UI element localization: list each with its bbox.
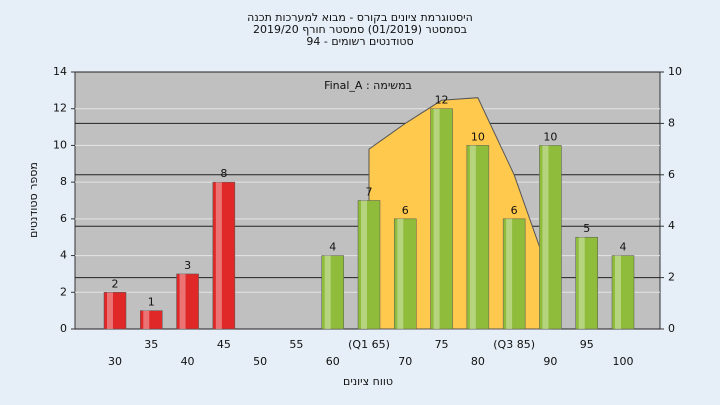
bar xyxy=(394,218,417,330)
x-tick-label: (Q3 85) xyxy=(493,338,535,351)
bar xyxy=(212,181,236,330)
chart-subtitle: סטודנטים רשומים - 94 xyxy=(306,35,413,48)
bar xyxy=(466,145,490,330)
data-label: 6 xyxy=(511,204,518,217)
bar xyxy=(611,255,635,330)
y2-tick-label: 8 xyxy=(668,116,675,129)
data-label: 8 xyxy=(220,167,227,180)
x-tick-label: 80 xyxy=(471,355,485,368)
y2-tick-label: 10 xyxy=(668,65,682,78)
y-tick-label: 14 xyxy=(53,65,67,78)
x-tick-label: (Q1 65) xyxy=(348,338,390,351)
x-tick-label: 95 xyxy=(580,338,594,351)
chart-subtitle: בסמסטר (01/2019) סמסטר חורף 2019/20 xyxy=(253,23,467,36)
x-tick-label: 70 xyxy=(398,355,412,368)
x-tick-label: 30 xyxy=(108,355,122,368)
data-label: 2 xyxy=(112,277,119,290)
bar xyxy=(539,145,562,330)
annotation: במשימה : Final_A xyxy=(324,79,412,92)
y-tick-label: 4 xyxy=(60,249,67,262)
data-label: 6 xyxy=(402,204,409,217)
y-tick-label: 0 xyxy=(60,322,67,335)
data-label: 4 xyxy=(329,241,336,254)
y2-tick-label: 6 xyxy=(668,168,675,181)
x-axis-label: טווח ציונים xyxy=(343,375,393,388)
data-label: 7 xyxy=(366,186,373,199)
bar xyxy=(103,292,127,330)
data-label: 5 xyxy=(583,222,590,235)
y2-tick-label: 0 xyxy=(668,322,675,335)
chart-title: היסטוגרמת ציונים בקורס - מבוא למערכות תכ… xyxy=(247,11,473,24)
bar xyxy=(176,273,199,330)
y2-tick-label: 4 xyxy=(668,219,675,232)
x-tick-label: 90 xyxy=(543,355,557,368)
bar xyxy=(321,255,344,330)
data-label: 12 xyxy=(435,94,449,107)
x-tick-label: 50 xyxy=(253,355,267,368)
bar xyxy=(140,310,163,330)
y2-tick-label: 2 xyxy=(668,271,675,284)
x-tick-label: 60 xyxy=(326,355,340,368)
y-tick-label: 8 xyxy=(60,175,67,188)
y-axis-label: מספר סטודנטים xyxy=(27,162,40,238)
data-label: 3 xyxy=(184,259,191,272)
x-tick-label: 75 xyxy=(435,338,449,351)
bar xyxy=(575,236,598,330)
x-tick-label: 45 xyxy=(217,338,231,351)
data-label: 1 xyxy=(148,296,155,309)
data-label: 10 xyxy=(543,130,557,143)
x-tick-label: 40 xyxy=(181,355,195,368)
y-tick-label: 2 xyxy=(60,285,67,298)
y-tick-label: 10 xyxy=(53,138,67,151)
x-tick-label: 55 xyxy=(289,338,303,351)
bar xyxy=(357,200,381,330)
y-tick-label: 12 xyxy=(53,102,67,115)
data-label: 4 xyxy=(620,241,627,254)
x-tick-label: 100 xyxy=(613,355,634,368)
data-label: 10 xyxy=(471,130,485,143)
bar xyxy=(430,108,453,330)
bar xyxy=(502,218,526,330)
y-tick-label: 6 xyxy=(60,212,67,225)
x-tick-label: 35 xyxy=(144,338,158,351)
